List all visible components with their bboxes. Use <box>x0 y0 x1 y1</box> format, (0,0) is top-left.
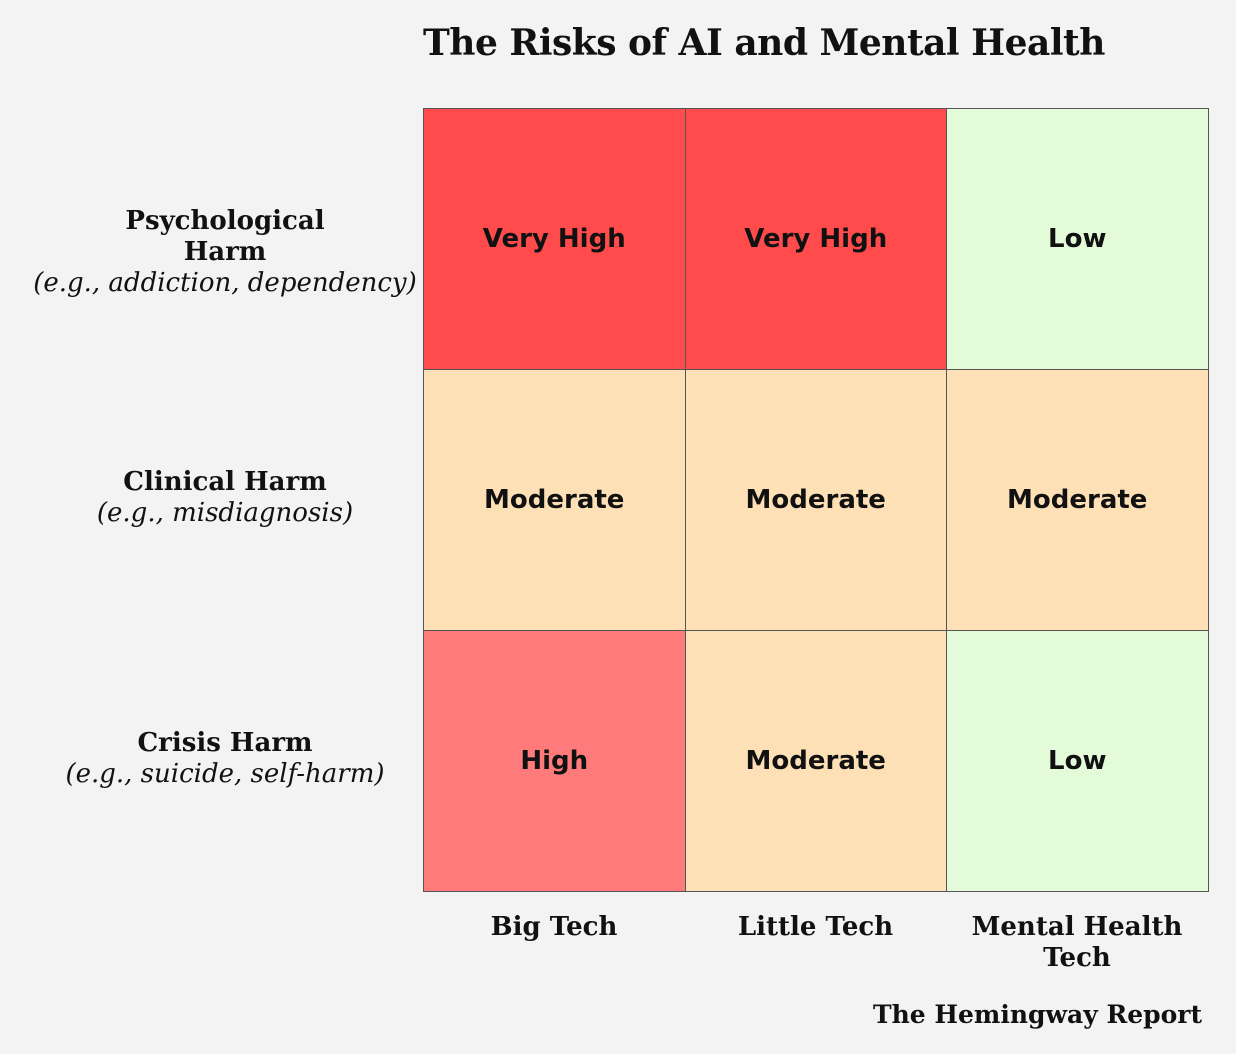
row-label-subtitle: (e.g., addiction, dependency) <box>33 268 417 298</box>
row-label-subtitle: (e.g., misdiagnosis) <box>96 498 354 528</box>
row-label-title: Psychological Harm <box>125 206 325 267</box>
column-label: Little Tech <box>737 912 894 942</box>
heatmap-cell: Low <box>946 630 1209 892</box>
heatmap-cell: Moderate <box>684 369 947 631</box>
heatmap-cell: Very High <box>684 108 947 370</box>
heatmap-cell: Low <box>946 108 1209 370</box>
heatmap-cell: Moderate <box>946 369 1209 631</box>
heatmap-cell: Moderate <box>423 369 686 631</box>
heatmap-cell: Moderate <box>684 630 947 892</box>
row-label-subtitle: (e.g., suicide, self-harm) <box>65 759 385 789</box>
row-label: Crisis Harm (e.g., suicide, self-harm) <box>20 728 430 790</box>
row-label-title: Clinical Harm <box>123 467 327 497</box>
heatmap-grid: Very High Very High Low Moderate Moderate Mod… <box>423 108 1209 892</box>
row-label: Clinical Harm (e.g., misdiagnosis) <box>20 467 430 529</box>
source-credit: The Hemingway Report <box>872 1000 1202 1029</box>
row-label-title: Crisis Harm <box>137 728 313 758</box>
heatmap-cell: Very High <box>423 108 686 370</box>
column-label: Big Tech <box>490 912 618 942</box>
heatmap-cell: High <box>423 630 686 892</box>
chart-title: The Risks of AI and Mental Health <box>423 22 1105 64</box>
row-label: Psychological Harm (e.g., addiction, depe… <box>20 206 430 299</box>
column-label: Mental Health Tech <box>971 912 1183 973</box>
